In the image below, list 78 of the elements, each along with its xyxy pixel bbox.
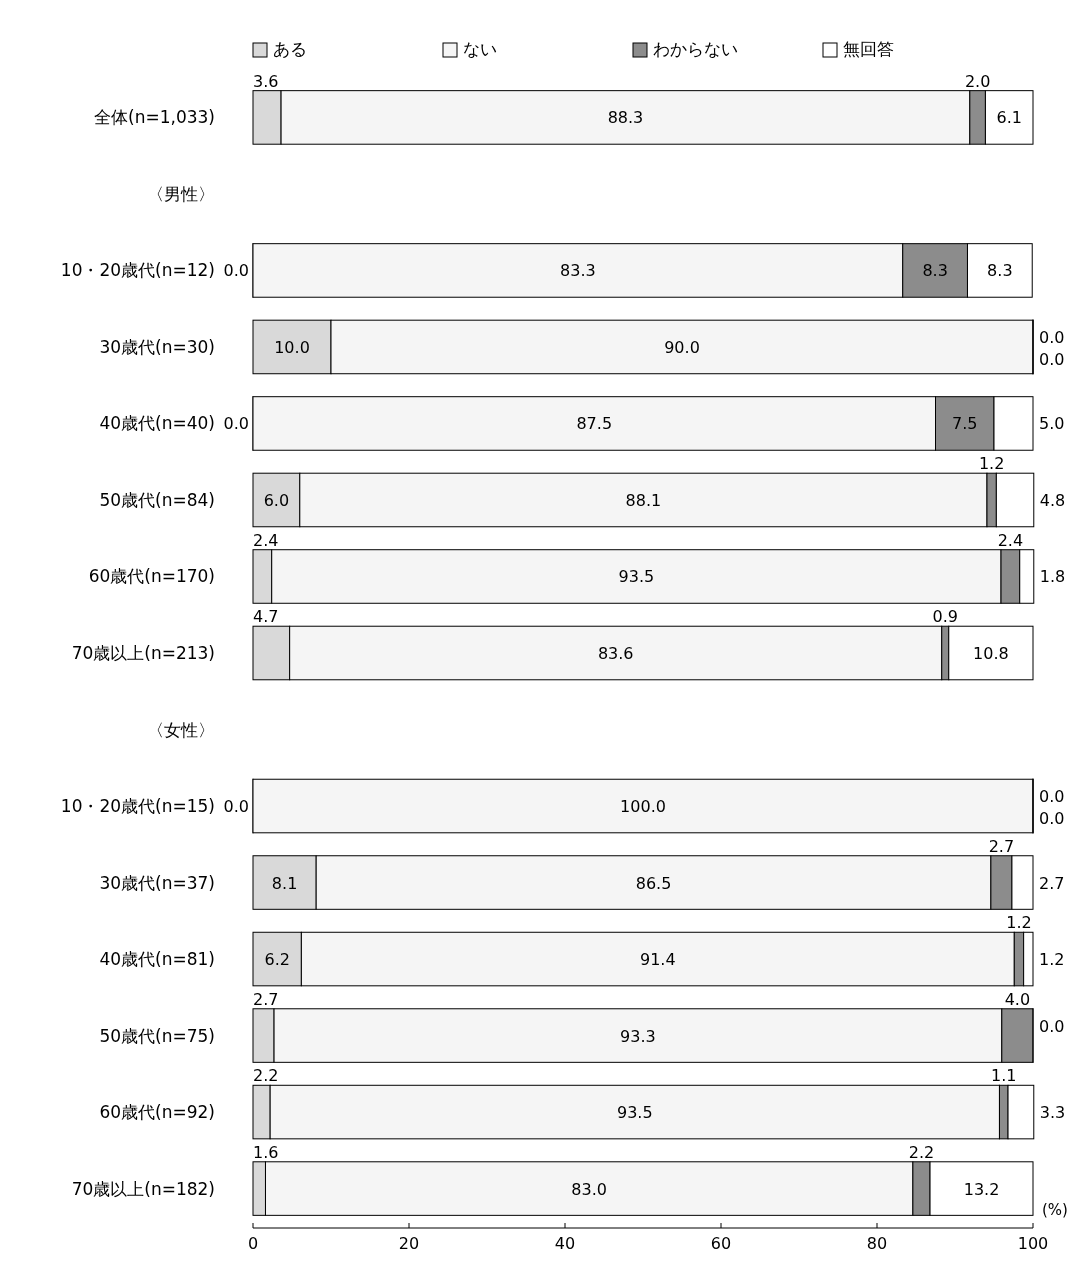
data-label: 3.6 [253, 71, 279, 91]
x-tick-label: 0 [247, 1234, 259, 1253]
data-label: 93.5 [617, 1103, 653, 1123]
data-label: 2.7 [988, 836, 1015, 856]
data-label: 4.8 [1039, 490, 1066, 510]
data-label: 1.2 [1006, 913, 1032, 933]
data-label: 91.4 [640, 950, 676, 970]
y-tick-label: 30歳代(n=37) [99, 872, 215, 893]
data-label: 88.1 [625, 490, 662, 510]
data-label: 1.8 [1039, 567, 1066, 587]
data-label: 1.6 [253, 1142, 279, 1162]
data-label: 1.1 [991, 1066, 1017, 1086]
x-tick-label: 60 [710, 1234, 732, 1253]
data-label: 8.1 [271, 873, 298, 893]
y-tick-label: 〈男性〉 [147, 183, 215, 204]
data-label: 88.3 [607, 108, 644, 128]
data-label: 6.1 [996, 108, 1022, 128]
data-label: 1.2 [978, 454, 1005, 474]
data-label: 8.3 [922, 261, 948, 281]
data-label: 4.0 [1004, 989, 1031, 1009]
legend-label: ない [463, 39, 497, 59]
data-label: 10.8 [973, 644, 1009, 663]
data-label: 13.2 [963, 1179, 1000, 1199]
y-tick-label: 50歳代(n=75) [99, 1025, 215, 1046]
data-label: 7.5 [952, 414, 978, 434]
data-label: 2.0 [964, 71, 991, 91]
data-label: 0.0 [223, 261, 249, 281]
y-tick-label: 60歳代(n=92) [99, 1102, 215, 1123]
data-label: 86.5 [635, 873, 672, 893]
data-label: 0.0 [1039, 809, 1065, 829]
y-tick-label: 50歳代(n=84) [99, 489, 215, 510]
legend-label: わからない [653, 39, 738, 59]
data-label: 93.3 [620, 1026, 656, 1046]
data-label: 83.6 [597, 644, 634, 663]
data-label: 0.0 [1039, 349, 1065, 369]
data-label: 100.0 [620, 797, 666, 817]
y-tick-label: 10・20歳代(n=15) [60, 796, 215, 817]
data-label: 1.2 [1039, 950, 1065, 970]
data-label: 6.0 [263, 490, 290, 510]
data-label: 0.0 [1039, 1016, 1065, 1036]
data-label: 83.3 [560, 261, 596, 281]
legend-label: 無回答 [843, 39, 894, 59]
data-label: 3.3 [1039, 1103, 1066, 1123]
data-label: 2.4 [997, 530, 1024, 550]
data-label: 90.0 [664, 337, 700, 357]
y-tick-label: 全体(n=1,033) [94, 107, 215, 128]
x-axis-title: (%) [1042, 1201, 1068, 1219]
data-label: 2.7 [1039, 873, 1065, 893]
y-tick-label: 〈女性〉 [147, 719, 215, 740]
data-label: 87.5 [576, 414, 613, 434]
y-tick-label: 40歳代(n=40) [99, 413, 215, 434]
data-label: 83.0 [571, 1179, 607, 1199]
data-label: 5.0 [1039, 414, 1065, 434]
data-label: 0.0 [1039, 787, 1065, 807]
y-tick-label: 10・20歳代(n=12) [60, 260, 215, 281]
data-label: 0.9 [932, 607, 958, 627]
x-tick-label: 100 [1017, 1234, 1049, 1253]
y-tick-label: 60歳代(n=170) [88, 566, 215, 587]
data-label: 0.0 [223, 414, 249, 434]
x-tick-label: 20 [398, 1234, 420, 1253]
x-tick-label: 40 [554, 1234, 576, 1253]
y-tick-label: 70歳以上(n=182) [71, 1178, 215, 1199]
legend-label: ある [273, 39, 307, 59]
data-label: 2.2 [908, 1142, 935, 1162]
data-label: 2.7 [253, 989, 279, 1009]
y-tick-label: 40歳代(n=81) [99, 949, 215, 970]
data-label: 6.2 [264, 950, 290, 970]
x-tick-label: 80 [866, 1234, 888, 1253]
data-label: 4.7 [253, 607, 279, 627]
data-label: 2.4 [253, 530, 279, 550]
data-label: 8.3 [987, 261, 1013, 281]
data-label: 93.5 [618, 567, 655, 587]
data-label: 0.0 [1039, 327, 1065, 347]
y-tick-label: 30歳代(n=30) [99, 336, 215, 357]
data-label: 0.0 [223, 797, 249, 817]
data-label: 10.0 [274, 337, 310, 357]
y-tick-label: 70歳以上(n=213) [71, 643, 215, 663]
data-label: 2.2 [253, 1066, 279, 1086]
